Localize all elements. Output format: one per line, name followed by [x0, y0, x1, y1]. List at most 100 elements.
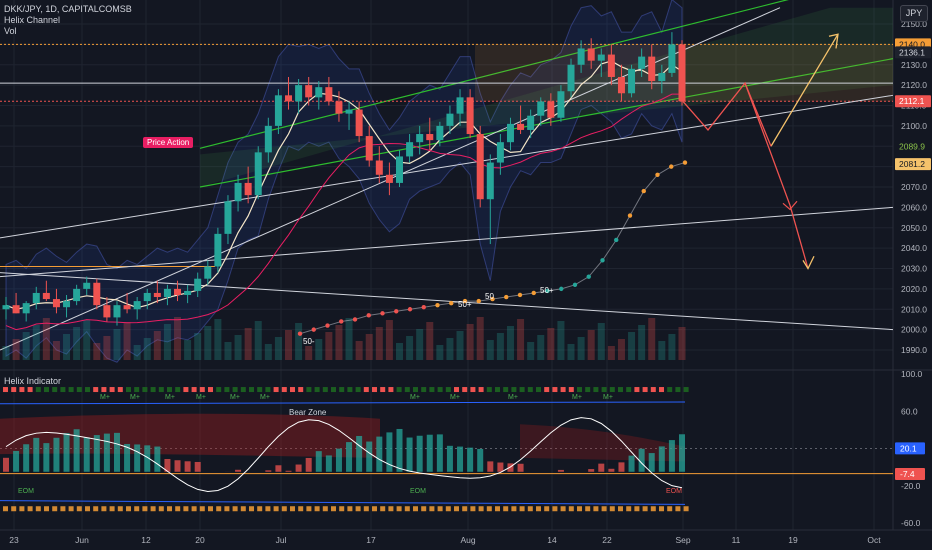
volume-bar [496, 333, 504, 360]
volume-bar [607, 346, 615, 360]
status-dot-top [265, 387, 271, 393]
status-dot-bottom [519, 506, 525, 512]
volume-bar [567, 344, 575, 360]
helix-indicator-title[interactable]: Helix Indicator [4, 376, 62, 386]
volume-bar [345, 318, 353, 360]
status-dot-top [331, 387, 336, 393]
osc-tick: 60.0 [901, 406, 918, 416]
status-dot-bottom [240, 506, 246, 512]
time-tick: 22 [602, 535, 612, 545]
status-dot-top [642, 387, 648, 393]
histogram-bar [457, 446, 464, 472]
candle-body [345, 109, 353, 114]
volume-bar [12, 339, 20, 360]
candle-body [567, 64, 575, 92]
lead-dot [531, 290, 536, 296]
candle-body [658, 72, 666, 82]
candle-body [143, 292, 151, 302]
indicator-helix-channel[interactable]: Helix Channel [4, 15, 61, 25]
status-dot-bottom [609, 506, 615, 512]
status-dot-bottom [552, 506, 558, 512]
status-dot-top [585, 387, 591, 393]
histogram-bar [416, 435, 423, 472]
status-dot-top [68, 387, 74, 393]
histogram-bar [265, 470, 272, 472]
status-dot-bottom [322, 506, 328, 512]
projection-link [744, 82, 772, 147]
candle-body [244, 182, 252, 196]
price-badge-bg [895, 95, 931, 108]
m-label: M+ [410, 394, 420, 401]
candle-body [133, 301, 141, 310]
status-dot-bottom [158, 506, 164, 512]
volume-bar [506, 326, 514, 360]
histogram-bar [446, 445, 453, 472]
price-badge: 2136.1 [899, 47, 925, 57]
status-dot-top [618, 387, 623, 393]
status-dot-bottom [462, 506, 468, 512]
status-dot-bottom [355, 506, 361, 512]
status-dot-top [134, 387, 140, 393]
trend-line [0, 272, 894, 331]
candle-body [335, 101, 343, 114]
symbol-title[interactable]: DKK/JPY, 1D, CAPITALCOMSB [4, 4, 132, 14]
status-dot-top [519, 387, 525, 393]
helix-indicator-pane[interactable]: M+ M+ M+ M+ M+ M+ M+ M+ M+ M+ M+ EOM EOM EOM [0, 387, 893, 512]
histogram-bar [174, 460, 181, 472]
m-label: M+ [100, 394, 110, 401]
slow-ma-line [5, 93, 682, 331]
indicator-vol[interactable]: Vol [4, 26, 17, 36]
status-dot-top [429, 387, 435, 393]
volume-bar [22, 332, 30, 360]
status-dot-top [486, 387, 492, 393]
candle-body [315, 87, 323, 98]
candle-body [617, 76, 625, 94]
histogram-bar [648, 453, 655, 472]
currency-button[interactable]: JPY [900, 5, 928, 22]
candle-body [577, 48, 585, 65]
candle-body [113, 305, 121, 318]
volume-bar [274, 337, 282, 360]
status-dot-top [281, 387, 287, 393]
m-label: M+ [130, 394, 140, 401]
status-dot-bottom [577, 506, 582, 512]
candle-body [678, 44, 686, 102]
price-badge: 2081.2 [899, 159, 925, 169]
status-dot-top [634, 387, 640, 393]
volume-bar [133, 345, 141, 360]
price-badge: 2089.9 [899, 141, 925, 151]
status-dot-top [11, 387, 17, 393]
status-dot-bottom [388, 506, 394, 512]
status-dot-top [445, 387, 451, 393]
status-dot-top [52, 387, 58, 393]
status-dot-top [306, 387, 312, 393]
status-dot-bottom [396, 506, 402, 512]
time-tick: 19 [788, 535, 798, 545]
price-tick: 2000.0 [901, 325, 927, 335]
status-dot-top [191, 387, 197, 393]
price-tick: 2130.0 [901, 60, 927, 70]
volume-bar [456, 331, 464, 360]
lead-dot [476, 298, 481, 304]
candle-body [496, 142, 504, 163]
status-dot-bottom [191, 506, 197, 512]
price-tick: 1990.0 [901, 345, 927, 355]
histogram-bar [497, 462, 504, 472]
trend-line [0, 94, 894, 239]
lead-dot [394, 309, 399, 314]
histogram-bar [43, 443, 50, 472]
rising-channel [200, 7, 893, 188]
time-tick: Jun [75, 535, 89, 545]
m-label: M+ [450, 394, 460, 401]
time-tick: Sep [675, 535, 690, 545]
price-pane[interactable]: 50- 50+ 50 50+ [0, 0, 894, 363]
volume-bar [476, 317, 484, 360]
status-dot-bottom [675, 506, 681, 512]
candle-body [638, 56, 646, 69]
volume-bar [416, 329, 424, 360]
histogram-bar [154, 446, 161, 472]
time-tick: 17 [366, 535, 376, 545]
histogram-bar [396, 428, 403, 472]
histogram-bar [608, 468, 615, 472]
